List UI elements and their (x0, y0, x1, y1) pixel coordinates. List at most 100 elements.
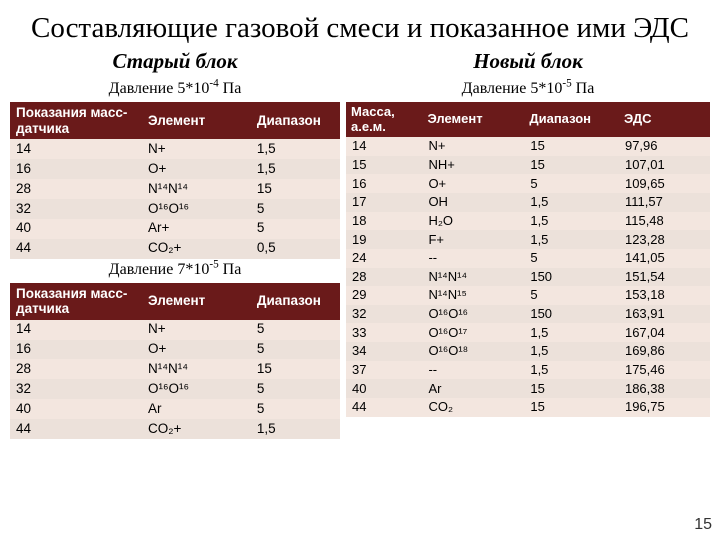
table-cell: 44 (10, 239, 142, 259)
table-cell: 1,5 (251, 139, 340, 159)
right-pressure: Давление 5*10-5 Па (346, 80, 710, 98)
table-cell: 5 (524, 286, 619, 305)
table-cell: 153,18 (619, 286, 710, 305)
table-row: 40Ar5 (10, 399, 340, 419)
table-row: 18H₂O1,5115,48 (346, 212, 710, 231)
table-cell: 1,5 (524, 193, 619, 212)
col-header: Диапазон (251, 283, 340, 320)
table-cell: 1,5 (524, 230, 619, 249)
table-cell: N+ (422, 137, 524, 156)
table-cell: 196,75 (619, 398, 710, 417)
table-cell: Ar (422, 379, 524, 398)
table-row: 32O¹⁶O¹⁶5 (10, 379, 340, 399)
table-row: 44CO₂+0,5 (10, 239, 340, 259)
table-row: 33O¹⁶O¹⁷1,5167,04 (346, 323, 710, 342)
table-cell: 0,5 (251, 239, 340, 259)
table-cell: O+ (422, 174, 524, 193)
table-row: 28N¹⁴N¹⁴15 (10, 359, 340, 379)
table-row: 37--1,5175,46 (346, 361, 710, 380)
table-cell: 5 (251, 320, 340, 340)
table-row: 29N¹⁴N¹⁵5153,18 (346, 286, 710, 305)
table-cell: 16 (10, 159, 142, 179)
table-cell: 5 (251, 399, 340, 419)
table-row: 16O+5 (10, 340, 340, 360)
table-cell: -- (422, 249, 524, 268)
table-cell: 40 (346, 379, 422, 398)
table-cell: O+ (142, 159, 251, 179)
table-row: 14N+1,5 (10, 139, 340, 159)
table-cell: 32 (10, 379, 142, 399)
table-cell: 1,5 (524, 361, 619, 380)
table-cell: 169,86 (619, 342, 710, 361)
col-header: Диапазон (524, 102, 619, 137)
table-row: 17OH1,5111,57 (346, 193, 710, 212)
table-cell: 175,46 (619, 361, 710, 380)
table-cell: 32 (10, 199, 142, 219)
table-cell: 163,91 (619, 305, 710, 324)
col-header: Элемент (142, 283, 251, 320)
table-cell: 1,5 (524, 323, 619, 342)
table-cell: 40 (10, 399, 142, 419)
table-row: 40Ar15186,38 (346, 379, 710, 398)
table-cell: 15 (524, 379, 619, 398)
left-table-2: Показания масс-датчика Элемент Диапазон … (10, 283, 340, 439)
table-cell: 28 (10, 359, 142, 379)
table-cell: 28 (10, 179, 142, 199)
table-cell: 19 (346, 230, 422, 249)
col-header: Диапазон (251, 102, 340, 139)
table-cell: 14 (10, 139, 142, 159)
table-cell: 33 (346, 323, 422, 342)
right-table: Масса, а.е.м. Элемент Диапазон ЭДС 14N+1… (346, 102, 710, 416)
table-cell: CO₂+ (142, 419, 251, 439)
table-cell: 5 (524, 249, 619, 268)
table-row: 15NH+15107,01 (346, 156, 710, 175)
table-cell: 15 (524, 398, 619, 417)
slide: Составляющие газовой смеси и показанное … (0, 0, 720, 540)
table-cell: 15 (251, 359, 340, 379)
table-cell: 115,48 (619, 212, 710, 231)
table-row: 16O+5109,65 (346, 174, 710, 193)
table-row: 19F+1,5123,28 (346, 230, 710, 249)
table-cell: O¹⁶O¹⁶ (142, 199, 251, 219)
left-pressure-2: Давление 7*10-5 Па (10, 261, 340, 279)
table-cell: N+ (142, 139, 251, 159)
table-row: 32O¹⁶O¹⁶5 (10, 199, 340, 219)
table-cell: 34 (346, 342, 422, 361)
table-cell: N¹⁴N¹⁴ (142, 359, 251, 379)
table-cell: 14 (10, 320, 142, 340)
table-cell: Ar (142, 399, 251, 419)
table-cell: 141,05 (619, 249, 710, 268)
table-cell: N¹⁴N¹⁴ (142, 179, 251, 199)
table-cell: 14 (346, 137, 422, 156)
table-cell: 28 (346, 268, 422, 287)
table-cell: 186,38 (619, 379, 710, 398)
table-cell: O¹⁶O¹⁸ (422, 342, 524, 361)
table-cell: 5 (251, 219, 340, 239)
table-cell: CO₂+ (142, 239, 251, 259)
table-cell: O+ (142, 340, 251, 360)
table-cell: 1,5 (251, 419, 340, 439)
table-cell: 107,01 (619, 156, 710, 175)
table-row: 34O¹⁶O¹⁸1,5169,86 (346, 342, 710, 361)
table-cell: 29 (346, 286, 422, 305)
table-row: 40Ar+5 (10, 219, 340, 239)
left-column: Старый блок Давление 5*10-4 Па Показания… (10, 49, 346, 439)
table-cell: H₂O (422, 212, 524, 231)
table-cell: CO₂ (422, 398, 524, 417)
right-block-label: Новый блок (346, 49, 710, 74)
col-header: Элемент (142, 102, 251, 139)
table-cell: OH (422, 193, 524, 212)
table-row: 14N+1597,96 (346, 137, 710, 156)
page-number: 15 (694, 516, 712, 534)
left-table-1: Показания масс-датчика Элемент Диапазон … (10, 102, 340, 258)
table-cell: 18 (346, 212, 422, 231)
table-cell: F+ (422, 230, 524, 249)
table-cell: -- (422, 361, 524, 380)
table-cell: 109,65 (619, 174, 710, 193)
table-cell: 40 (10, 219, 142, 239)
table-cell: 5 (251, 340, 340, 360)
table-cell: 24 (346, 249, 422, 268)
table-cell: 150 (524, 268, 619, 287)
table-cell: 167,04 (619, 323, 710, 342)
table-cell: 17 (346, 193, 422, 212)
